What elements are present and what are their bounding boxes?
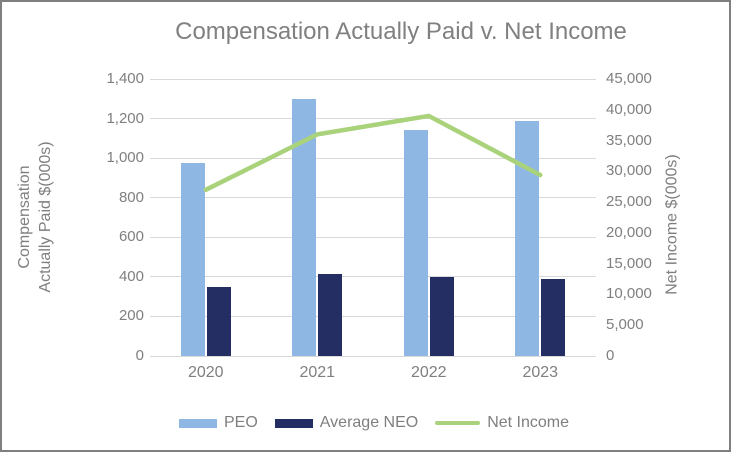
gridline	[150, 157, 596, 159]
x-axis-category-label: 2023	[522, 364, 559, 381]
bar-peo-2022	[403, 130, 428, 356]
x-axis-category-label: 2022	[410, 364, 447, 381]
legend-label: PEO	[223, 414, 258, 431]
y-axis-left-tick-label: 800	[118, 188, 144, 206]
bar-peo-2023	[515, 120, 540, 356]
y-axis-right-tick-label: 20,000	[606, 223, 652, 241]
chart-title: Compensation Actually Paid v. Net Income	[175, 18, 627, 45]
gridline	[150, 355, 596, 357]
gridline	[150, 118, 596, 120]
y-axis-left-tick-label: 1,200	[106, 109, 144, 127]
bar-average-neo-2021	[318, 273, 343, 356]
legend-swatch-bar	[274, 418, 313, 428]
gridline	[150, 197, 596, 199]
y-axis-left-tick-label: 1,000	[106, 149, 144, 167]
legend: PEO Average NEO Net Income	[19, 410, 729, 436]
gridline	[150, 236, 596, 238]
gridline	[150, 276, 596, 278]
y-axis-right-tick-label: 30,000	[606, 162, 652, 180]
legend-entry-average-neo: Average NEO	[274, 414, 419, 432]
y-axis-right-tick-label: 0	[606, 347, 615, 364]
gridline	[150, 315, 596, 317]
y-axis-right-tick-label: 35,000	[606, 131, 652, 149]
legend-entry-peo: PEO	[178, 414, 258, 432]
y-axis-left-tick-label: 600	[118, 228, 144, 246]
bar-average-neo-2023	[541, 278, 566, 356]
bar-average-neo-2020	[206, 286, 231, 356]
y-axis-left-tick-label: 1,400	[106, 70, 144, 87]
y-axis-right-tick-label: 5,000	[606, 316, 644, 334]
y-axis-right-tick-label: 40,000	[606, 100, 652, 118]
bar-peo-2020	[180, 163, 205, 356]
y-axis-left-tick-label: 200	[118, 307, 144, 325]
bar-average-neo-2022	[429, 276, 454, 356]
legend-swatch-bar	[178, 418, 217, 428]
y-axis-left-tick-label: 400	[118, 267, 144, 285]
legend-swatch-line	[435, 420, 481, 426]
legend-entry-net-income: Net Income	[435, 414, 569, 432]
y-axis-left-tick-label: 0	[135, 347, 144, 364]
net-income-line	[203, 113, 543, 193]
gridline	[150, 78, 596, 80]
y-axis-right-tick-label: 25,000	[606, 193, 652, 211]
x-axis-category-label: 2020	[187, 364, 224, 381]
y-axis-right-tick-label: 10,000	[606, 285, 652, 303]
y-axis-right-tick-label: 45,000	[606, 70, 652, 87]
legend-label: Net Income	[487, 414, 570, 431]
x-axis-category-label: 2021	[299, 364, 336, 381]
y-axis-right-tick-label: 15,000	[606, 254, 652, 272]
legend-label: Average NEO	[319, 414, 419, 431]
